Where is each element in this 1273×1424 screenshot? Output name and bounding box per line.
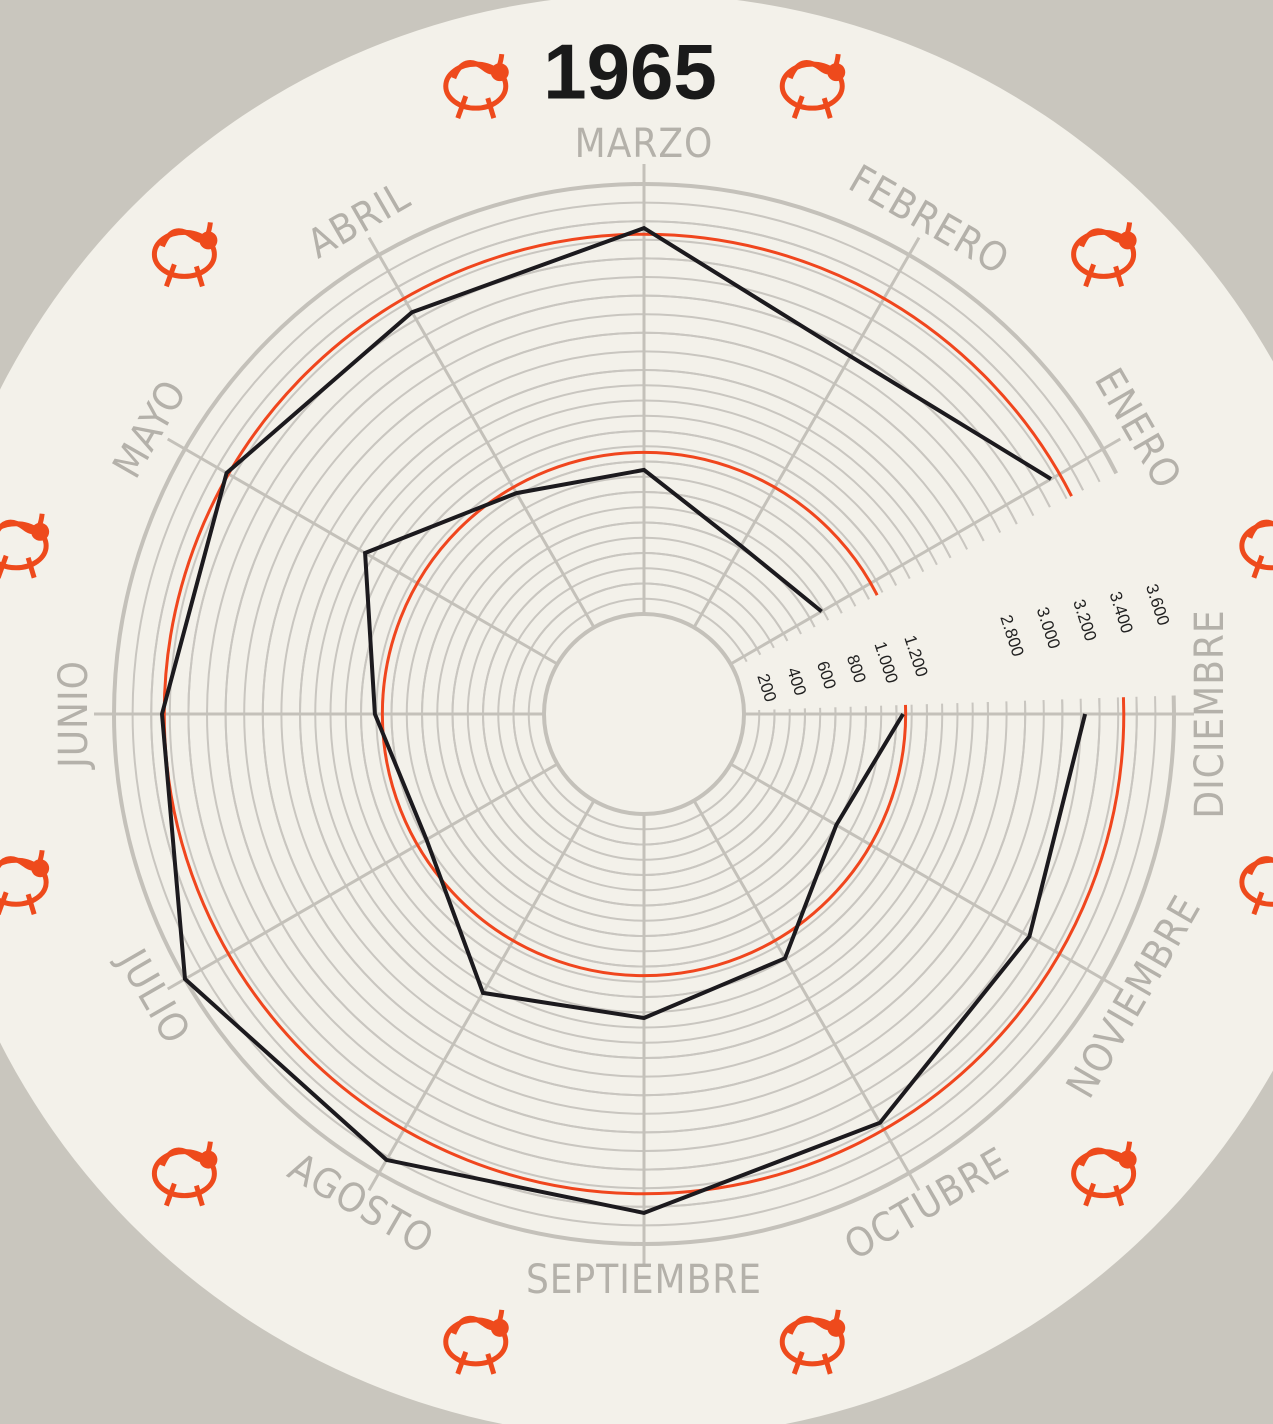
icon-head: [199, 1151, 217, 1169]
month-label: DICIEMBRE: [1187, 609, 1233, 818]
icon-head: [31, 859, 49, 877]
icon-head: [827, 63, 845, 81]
icon-head: [1119, 231, 1137, 249]
icon-head: [491, 63, 509, 81]
chart: 1965 2004006008001.0001.2002.8003.0003.2…: [0, 0, 1273, 1424]
center-disk: [544, 614, 744, 814]
chart-title: 1965: [543, 28, 717, 116]
icon-head: [31, 523, 49, 541]
icon-head: [199, 231, 217, 249]
icon-head: [491, 1319, 509, 1337]
month-label: SEPTIEMBRE: [526, 1257, 762, 1303]
month-label: JUNIO: [51, 660, 97, 770]
icon-head: [827, 1319, 845, 1337]
icon-head: [1119, 1151, 1137, 1169]
month-label: MARZO: [575, 121, 714, 167]
